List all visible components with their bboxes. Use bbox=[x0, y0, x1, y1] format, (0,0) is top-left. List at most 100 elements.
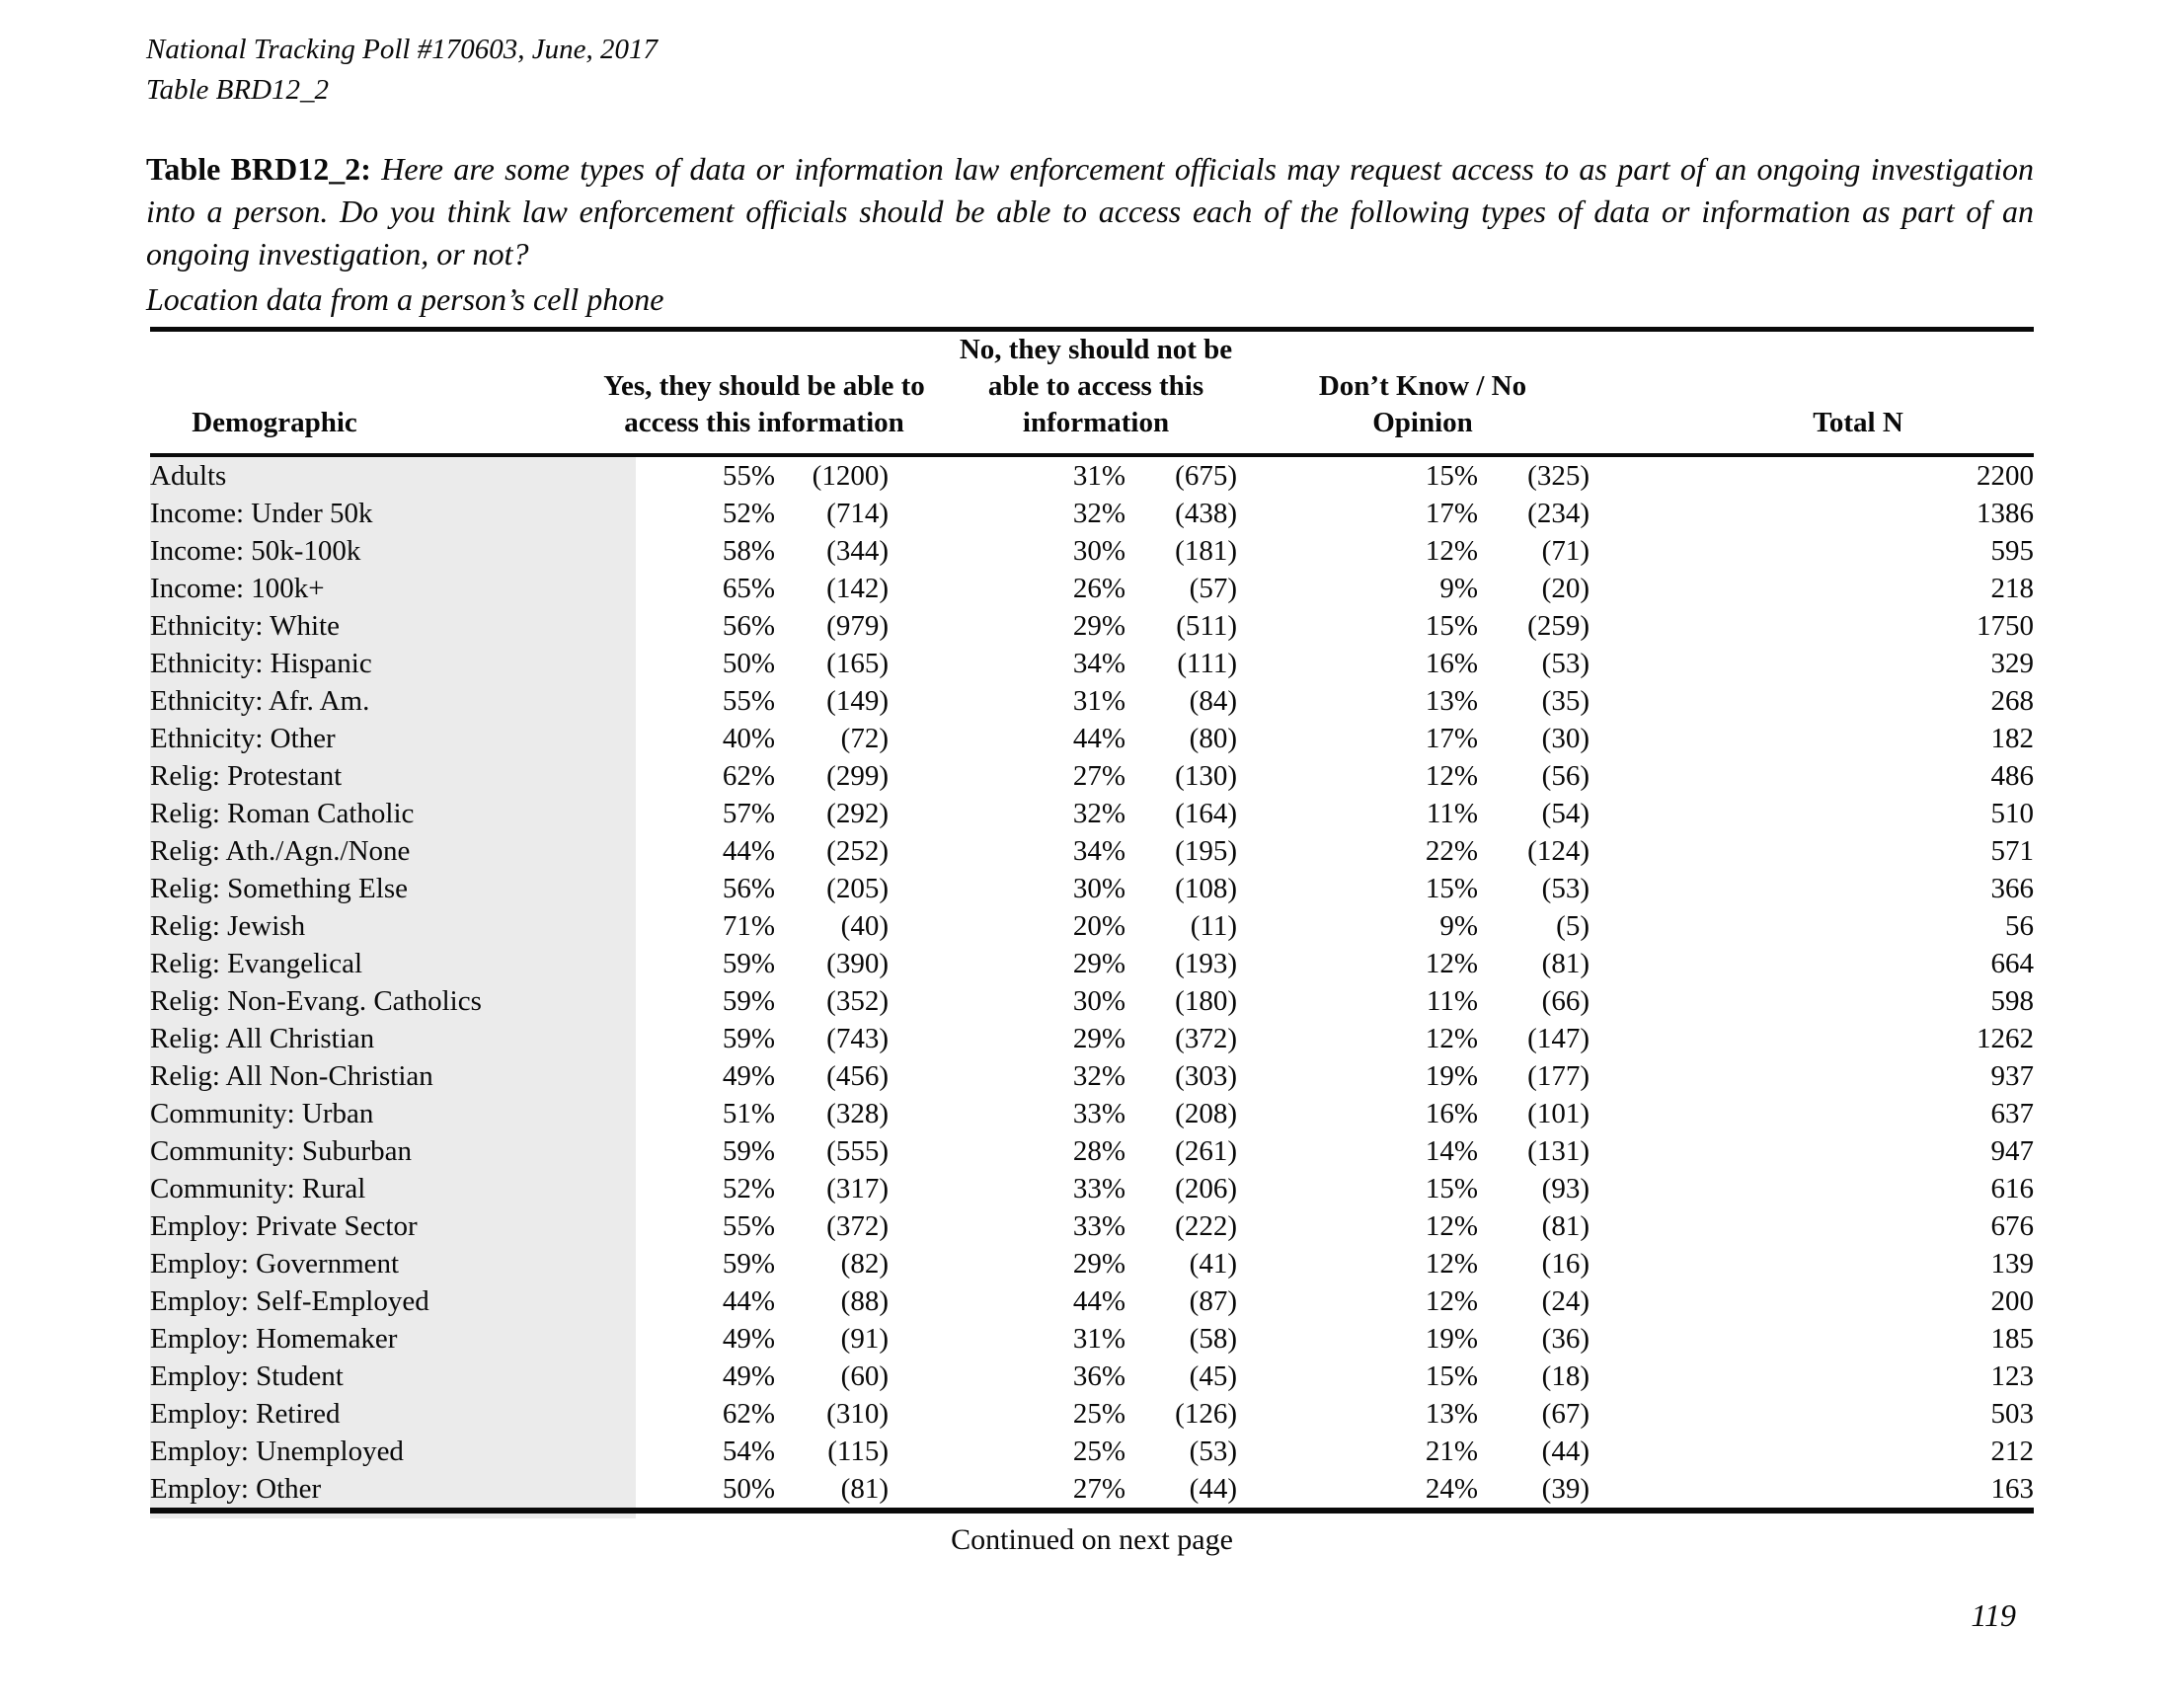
yes-count-cell: (979) bbox=[826, 610, 889, 642]
no-count-cell: (195) bbox=[1175, 835, 1237, 867]
table-row: Employ: Private Sector 55% (372) 33% (22… bbox=[150, 1207, 2034, 1245]
yes-percent-cell: 44% bbox=[722, 835, 775, 867]
no-count-cell: (44) bbox=[1189, 1473, 1237, 1505]
total-n-cell: 366 bbox=[1990, 873, 2035, 904]
table-row: Relig: Protestant 62% (299) 27% (130) 12… bbox=[150, 757, 2034, 795]
yes-percent-cell: 59% bbox=[722, 1023, 775, 1054]
dk-percent-cell: 19% bbox=[1425, 1060, 1478, 1092]
yes-count-cell: (142) bbox=[826, 573, 889, 604]
yes-count-cell: (372) bbox=[826, 1210, 889, 1242]
yes-count-cell: (714) bbox=[826, 498, 889, 529]
total-n-cell: 123 bbox=[1990, 1360, 2035, 1392]
yes-percent-cell: 50% bbox=[722, 1473, 775, 1505]
column-header-dont-know: Don’t Know / No Opinion bbox=[1318, 370, 1527, 438]
yes-count-cell: (1200) bbox=[812, 460, 889, 492]
total-n-cell: 503 bbox=[1990, 1398, 2035, 1430]
demographic-cell: Employ: Student bbox=[150, 1358, 636, 1395]
demographic-cell: Employ: Retired bbox=[150, 1395, 636, 1433]
poll-title: National Tracking Poll #170603, June, 20… bbox=[146, 34, 658, 65]
dk-percent-cell: 12% bbox=[1425, 1023, 1478, 1054]
no-count-cell: (208) bbox=[1175, 1098, 1237, 1129]
total-n-cell: 595 bbox=[1990, 535, 2035, 567]
yes-percent-cell: 40% bbox=[722, 723, 775, 754]
dk-percent-cell: 11% bbox=[1426, 798, 1478, 829]
total-n-cell: 200 bbox=[1990, 1285, 2035, 1317]
no-percent-cell: 31% bbox=[1072, 460, 1125, 492]
document-page: { "page": { "header_line1": "National Tr… bbox=[0, 30, 2172, 1708]
demographic-cell: Income: 100k+ bbox=[150, 570, 636, 607]
yes-count-cell: (40) bbox=[840, 910, 889, 942]
yes-percent-cell: 55% bbox=[722, 460, 775, 492]
no-count-cell: (11) bbox=[1190, 910, 1237, 942]
dk-count-cell: (30) bbox=[1541, 723, 1590, 754]
table-row: Relig: Ath./Agn./None 44% (252) 34% (195… bbox=[150, 832, 2034, 870]
dk-count-cell: (325) bbox=[1527, 460, 1590, 492]
total-n-cell: 616 bbox=[1990, 1173, 2035, 1204]
yes-count-cell: (328) bbox=[826, 1098, 889, 1129]
demographic-cell: Income: 50k-100k bbox=[150, 532, 636, 570]
yes-count-cell: (743) bbox=[826, 1023, 889, 1054]
total-n-cell: 598 bbox=[1990, 985, 2035, 1017]
question-label: Table BRD12_2: bbox=[146, 151, 371, 187]
no-percent-cell: 29% bbox=[1072, 1248, 1125, 1280]
total-n-cell: 664 bbox=[1990, 948, 2035, 979]
demographic-cell: Relig: Ath./Agn./None bbox=[150, 832, 636, 870]
no-percent-cell: 28% bbox=[1072, 1135, 1125, 1167]
yes-count-cell: (344) bbox=[826, 535, 889, 567]
total-n-cell: 1750 bbox=[1977, 610, 2034, 642]
total-n-cell: 185 bbox=[1990, 1323, 2035, 1355]
no-percent-cell: 34% bbox=[1072, 648, 1125, 679]
dk-count-cell: (5) bbox=[1556, 910, 1590, 942]
table-row: Relig: Evangelical 59% (390) 29% (193) 1… bbox=[150, 945, 2034, 982]
demographic-cell: Relig: Something Else bbox=[150, 870, 636, 907]
yes-percent-cell: 49% bbox=[722, 1060, 775, 1092]
table-id: Table BRD12_2 bbox=[146, 74, 330, 106]
demographic-cell: Ethnicity: Hispanic bbox=[150, 645, 636, 682]
question-subtitle: Location data from a person’s cell phone bbox=[146, 281, 664, 317]
total-n-cell: 163 bbox=[1990, 1473, 2035, 1505]
yes-percent-cell: 58% bbox=[722, 535, 775, 567]
total-n-cell: 1386 bbox=[1977, 498, 2034, 529]
dk-count-cell: (53) bbox=[1541, 648, 1590, 679]
total-n-cell: 212 bbox=[1990, 1436, 2035, 1467]
no-count-cell: (57) bbox=[1189, 573, 1237, 604]
yes-count-cell: (60) bbox=[840, 1360, 889, 1392]
table-row: Employ: Government 59% (82) 29% (41) 12%… bbox=[150, 1245, 2034, 1282]
table-row: Relig: All Christian 59% (743) 29% (372)… bbox=[150, 1020, 2034, 1057]
dk-count-cell: (93) bbox=[1541, 1173, 1590, 1204]
dk-percent-cell: 13% bbox=[1425, 1398, 1478, 1430]
dk-count-cell: (234) bbox=[1527, 498, 1590, 529]
no-count-cell: (675) bbox=[1175, 460, 1237, 492]
demographic-cell: Income: Under 50k bbox=[150, 495, 636, 532]
demographic-cell: Relig: All Christian bbox=[150, 1020, 636, 1057]
dk-count-cell: (39) bbox=[1541, 1473, 1590, 1505]
no-count-cell: (53) bbox=[1189, 1436, 1237, 1467]
dk-count-cell: (54) bbox=[1541, 798, 1590, 829]
demographic-cell: Ethnicity: Other bbox=[150, 720, 636, 757]
table-row: Adults 55% (1200) 31% (675) 15% (325) 22… bbox=[150, 457, 2034, 495]
no-percent-cell: 36% bbox=[1072, 1360, 1125, 1392]
demographic-cell: Community: Suburban bbox=[150, 1132, 636, 1170]
no-count-cell: (126) bbox=[1175, 1398, 1237, 1430]
total-n-cell: 937 bbox=[1990, 1060, 2035, 1092]
dk-percent-cell: 12% bbox=[1425, 535, 1478, 567]
demographic-cell: Employ: Government bbox=[150, 1245, 636, 1282]
demographic-cell: Community: Urban bbox=[150, 1095, 636, 1132]
dk-count-cell: (131) bbox=[1527, 1135, 1590, 1167]
total-n-cell: 218 bbox=[1990, 573, 2035, 604]
dk-count-cell: (35) bbox=[1541, 685, 1590, 717]
dk-count-cell: (16) bbox=[1541, 1248, 1590, 1280]
total-n-cell: 56 bbox=[2005, 910, 2034, 942]
yes-count-cell: (252) bbox=[826, 835, 889, 867]
dk-percent-cell: 9% bbox=[1439, 910, 1478, 942]
no-percent-cell: 27% bbox=[1072, 760, 1125, 792]
no-count-cell: (84) bbox=[1189, 685, 1237, 717]
no-count-cell: (193) bbox=[1175, 948, 1237, 979]
no-percent-cell: 25% bbox=[1072, 1436, 1125, 1467]
demographic-cell: Relig: Roman Catholic bbox=[150, 795, 636, 832]
dk-count-cell: (36) bbox=[1541, 1323, 1590, 1355]
demographic-cell: Community: Rural bbox=[150, 1170, 636, 1207]
demographic-cell: Employ: Other bbox=[150, 1470, 636, 1511]
demographic-cell: Ethnicity: White bbox=[150, 607, 636, 645]
no-percent-cell: 31% bbox=[1072, 1323, 1125, 1355]
